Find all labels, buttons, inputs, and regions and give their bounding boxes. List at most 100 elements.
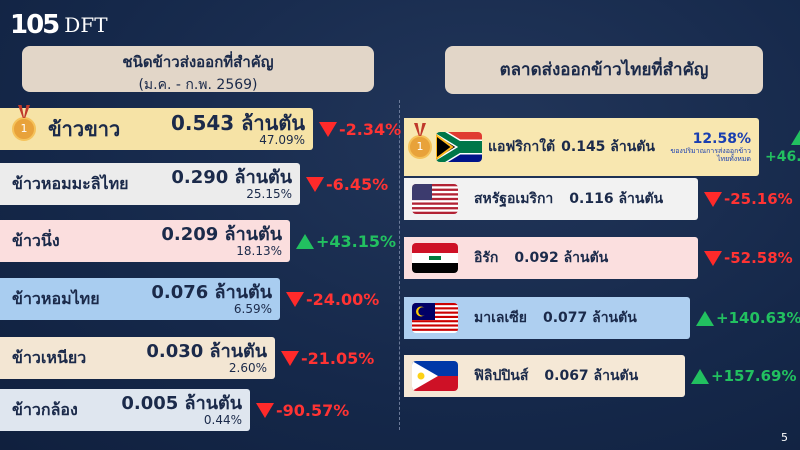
rice-type-line: ข้าวเหนียว 0.030 ล้านตัน 2.60% -21.05% — [0, 337, 374, 379]
market-row: อิรัก 0.092 ล้านตัน — [404, 237, 698, 279]
down-triangle-icon — [704, 191, 722, 207]
rice-type-row: ข้าวกล้อง 0.005 ล้านตัน 0.44% — [0, 389, 250, 431]
rice-change-value: -6.45% — [326, 174, 389, 194]
rice-type-row: ข้าวเหนียว 0.030 ล้านตัน 2.60% — [0, 337, 275, 379]
rice-types-period: (ม.ค. - ก.พ. 2569) — [138, 77, 258, 93]
market-change-value: +46.46% — [764, 148, 800, 165]
market-name: สหรัฐอเมริกา — [474, 191, 554, 207]
rice-share: 47.09% — [259, 132, 305, 147]
rice-volume: 0.005 ล้านตัน — [121, 392, 242, 414]
market-line: อิรัก 0.092 ล้านตัน -52.58% — [404, 237, 793, 279]
rice-type-line: ข้าวหอมมะลิไทย 0.290 ล้านตัน 25.15% -6.45% — [0, 163, 388, 205]
rice-share: 25.15% — [246, 186, 292, 201]
rice-type-name: ข้าวกล้อง — [12, 399, 78, 419]
rice-change: +43.15% — [296, 232, 396, 251]
rice-change-value: +43.15% — [316, 231, 397, 251]
up-triangle-icon — [691, 368, 709, 384]
down-triangle-icon — [281, 350, 299, 366]
rice-type-row: ข้าวนึ่ง 0.209 ล้านตัน 18.13% — [0, 220, 290, 262]
market-change: +46.46% — [764, 129, 800, 165]
rice-type-row: 1 ข้าวขาว 0.543 ล้านตัน 47.09% — [0, 108, 313, 150]
gold-medal-icon: 1 — [12, 117, 36, 141]
market-volume: 0.116 ล้านตัน — [569, 191, 664, 207]
up-triangle-icon — [696, 310, 714, 326]
down-triangle-icon — [319, 121, 337, 137]
rice-volume: 0.076 ล้านตัน — [151, 281, 272, 303]
market-share-note: ของปริมาณการส่งออกข้าวไทยทั้งหมด — [670, 146, 751, 163]
rice-type-name: ข้าวนึ่ง — [12, 230, 60, 250]
rice-type-name: ข้าวหอมไทย — [12, 288, 100, 308]
rice-volume: 0.030 ล้านตัน — [146, 340, 267, 362]
market-change: +140.63% — [696, 309, 800, 327]
down-triangle-icon — [306, 176, 324, 192]
rice-types-title-box: ชนิดข้าวส่งออกที่สำคัญ (ม.ค. - ก.พ. 2569… — [22, 46, 374, 93]
market-row: ฟิลิปปินส์ 0.067 ล้านตัน — [404, 355, 685, 397]
rice-type-line: ข้าวกล้อง 0.005 ล้านตัน 0.44% -90.57% — [0, 389, 349, 431]
market-line: มาเลเซีย 0.077 ล้านตัน +140.63% — [404, 297, 800, 339]
page-number: 5 — [781, 431, 788, 444]
market-change-value: -25.16% — [724, 190, 793, 208]
divider — [399, 100, 400, 430]
rice-volume: 0.209 ล้านตัน — [161, 223, 282, 245]
rice-type-line: ข้าวหอมไทย 0.076 ล้านตัน 6.59% -24.00% — [0, 278, 379, 320]
market-volume: 0.067 ล้านตัน — [544, 368, 639, 384]
market-change: -52.58% — [704, 249, 793, 267]
logo-brand: DFT — [64, 13, 108, 37]
down-triangle-icon — [704, 250, 722, 266]
up-triangle-icon — [296, 233, 314, 249]
markets-title: ตลาดส่งออกข้าวไทยที่สำคัญ — [445, 46, 763, 94]
rice-share: 2.60% — [228, 360, 267, 375]
rice-type-row: ข้าวหอมไทย 0.076 ล้านตัน 6.59% — [0, 278, 280, 320]
rice-type-row: ข้าวหอมมะลิไทย 0.290 ล้านตัน 25.15% — [0, 163, 300, 205]
rice-change: -24.00% — [286, 290, 379, 309]
dft-logo: 105 DFT — [10, 10, 108, 40]
rice-change: -21.05% — [281, 349, 374, 368]
market-name: แอฟริกาใต้ — [488, 139, 556, 155]
market-change-value: -52.58% — [724, 249, 793, 267]
market-change: -25.16% — [704, 190, 793, 208]
market-volume: 0.092 ล้านตัน — [514, 250, 609, 266]
rice-share: 18.13% — [236, 243, 282, 258]
malaysia-flag-icon — [412, 303, 458, 333]
up-triangle-icon — [791, 129, 800, 145]
rice-change-value: -24.00% — [306, 289, 380, 309]
market-row: สหรัฐอเมริกา 0.116 ล้านตัน — [404, 178, 698, 220]
rice-change-value: -90.57% — [276, 400, 350, 420]
usa-flag-icon — [412, 184, 458, 214]
market-row: 1 แอฟริกาใต้ 0.145 ล้านตัน 12.58% ของปริมา… — [404, 118, 759, 176]
market-line: ฟิลิปปินส์ 0.067 ล้านตัน +157.69% — [404, 355, 796, 397]
market-name: มาเลเซีย — [474, 310, 527, 326]
rice-change: -6.45% — [306, 175, 388, 194]
market-name: ฟิลิปปินส์ — [474, 368, 529, 384]
rice-volume: 0.290 ล้านตัน — [171, 166, 292, 188]
market-change: +157.69% — [691, 367, 796, 385]
market-line: 1 แอฟริกาใต้ 0.145 ล้านตัน 12.58% ของปริมา… — [404, 118, 800, 176]
south-africa-flag-icon — [436, 132, 482, 162]
rice-types-title: ชนิดข้าวส่งออกที่สำคัญ — [122, 53, 274, 71]
down-triangle-icon — [286, 291, 304, 307]
rice-share: 6.59% — [233, 301, 272, 316]
rice-type-line: ข้าวนึ่ง 0.209 ล้านตัน 18.13% +43.15% — [0, 220, 396, 262]
market-row: มาเลเซีย 0.077 ล้านตัน — [404, 297, 690, 339]
market-name: อิรัก — [474, 250, 499, 266]
market-change-value: +140.63% — [716, 309, 800, 327]
rice-volume: 0.543 ล้านตัน — [170, 110, 305, 135]
market-volume: 0.145 ล้านตัน — [561, 139, 655, 155]
rice-change: -2.34% — [319, 120, 401, 139]
gold-medal-icon: 1 — [408, 135, 432, 159]
rice-type-name: ข้าวหอมมะลิไทย — [12, 173, 129, 193]
down-triangle-icon — [256, 402, 274, 418]
iraq-flag-icon — [412, 243, 458, 273]
rice-share: 0.44% — [203, 412, 242, 427]
rice-type-name: ข้าวขาว — [48, 117, 121, 141]
rice-change: -90.57% — [256, 401, 349, 420]
market-volume: 0.077 ล้านตัน — [542, 310, 637, 326]
market-change-value: +157.69% — [711, 367, 797, 385]
market-share: 12.58% — [692, 130, 751, 147]
logo-number: 105 — [10, 10, 60, 40]
market-line: สหรัฐอเมริกา 0.116 ล้านตัน -25.16% — [404, 178, 793, 220]
philippines-flag-icon — [412, 361, 458, 391]
rice-change-value: -21.05% — [301, 348, 375, 368]
rice-type-name: ข้าวเหนียว — [12, 347, 87, 367]
rice-change-value: -2.34% — [339, 119, 402, 139]
